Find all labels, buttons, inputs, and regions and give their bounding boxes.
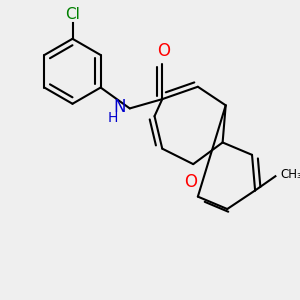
Text: N: N xyxy=(114,98,126,116)
Text: Cl: Cl xyxy=(65,7,80,22)
Text: O: O xyxy=(184,173,197,191)
Text: CH₃: CH₃ xyxy=(280,168,300,181)
Text: O: O xyxy=(157,42,170,60)
Text: H: H xyxy=(108,111,118,125)
